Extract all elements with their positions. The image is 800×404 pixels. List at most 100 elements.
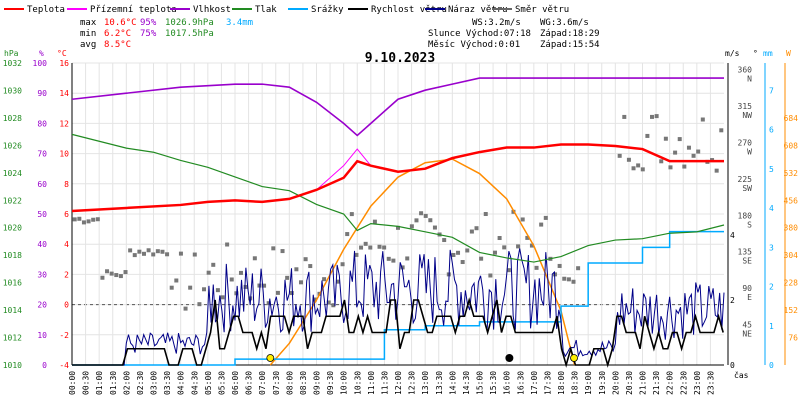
wind-direction-point <box>335 279 340 284</box>
c-tick-label: 2 <box>64 270 69 279</box>
dir-unit-label: ° <box>753 49 758 58</box>
wind-direction-point <box>331 303 336 308</box>
legend: Teplota Přízemní teplota Vlhkost Tlak Srážky… <box>4 5 569 15</box>
legend-label: Tlak <box>255 5 277 15</box>
dir-tick-compass: NW <box>742 111 752 120</box>
mm-tick-label: 2 <box>769 283 774 292</box>
ms-tick-label: 4 <box>730 231 735 240</box>
wind-direction-point <box>386 256 391 261</box>
pct-tick-label: 90 <box>37 89 47 98</box>
wind-direction-point <box>340 262 345 267</box>
c-tick-label: 0 <box>64 301 69 310</box>
c-tick-label: 6 <box>64 210 69 219</box>
hpa-tick-label: 1028 <box>3 114 22 123</box>
x-tick-label: 10:30 <box>353 371 362 395</box>
wind-direction-point <box>640 167 645 172</box>
wind-direction-point <box>636 163 641 168</box>
wind-direction-point <box>303 257 308 262</box>
dir-tick-compass: E <box>747 293 752 302</box>
legend-label: Náraz větru <box>448 5 508 15</box>
wind-direction-point <box>428 218 433 223</box>
w-tick-label: 152 <box>784 306 799 315</box>
wind-direction-point <box>539 222 544 227</box>
dir-tick-compass: N <box>747 75 752 84</box>
dir-tick-label: 135 <box>738 248 753 257</box>
wind-direction-point <box>419 211 424 216</box>
wind-direction-point <box>202 287 207 292</box>
wind-direction-point <box>677 137 682 142</box>
wind-direction-point <box>123 270 128 275</box>
c-tick-label: 4 <box>64 240 69 249</box>
pct-tick-label: 50 <box>37 210 47 219</box>
x-tick-label: 14:30 <box>462 371 471 395</box>
x-tick-label: 04:00 <box>177 371 186 395</box>
wind-direction-point <box>442 238 447 243</box>
wind-direction-point <box>91 217 96 222</box>
c-unit-label: °C <box>57 49 67 58</box>
x-tick-label: 05:00 <box>204 371 213 395</box>
x-tick-label: 13:30 <box>435 371 444 395</box>
chart-title: 9.10.2023 <box>365 51 435 66</box>
wind-direction-point <box>183 306 188 311</box>
wind-direction-point <box>262 283 267 288</box>
hpa-tick-label: 1012 <box>3 334 22 343</box>
wind-direction-point <box>354 252 359 257</box>
wind-direction-point <box>506 268 511 273</box>
dir-tick-compass: NE <box>742 330 752 339</box>
dir-tick-compass: W <box>747 147 752 156</box>
w-tick-label: 380 <box>784 224 799 233</box>
sunset-marker <box>570 354 578 362</box>
hpa-tick-label: 1032 <box>3 59 22 68</box>
wind-direction-point <box>197 302 202 307</box>
wind-direction-point <box>557 263 562 268</box>
x-tick-label: 21:30 <box>652 371 661 395</box>
wind-direction-point <box>432 225 437 230</box>
wind-direction-point <box>622 114 627 119</box>
dir-tick-compass: S <box>747 220 752 229</box>
x-tick-label: 18:00 <box>557 371 566 395</box>
ms-tick-label: 0 <box>730 361 735 370</box>
hpa-unit-label: hPa <box>4 49 19 58</box>
c-tick-label: 16 <box>59 59 69 68</box>
x-tick-label: 16:30 <box>516 371 525 395</box>
precip-total: 3.4mm <box>226 18 253 28</box>
wind-direction-point <box>100 275 105 280</box>
wind-direction-point <box>617 153 622 158</box>
min-press: 1017.5hPa <box>165 29 214 39</box>
wind-direction-point <box>520 217 525 222</box>
sunrise-marker <box>266 354 275 362</box>
x-tick-label: 02:30 <box>136 371 145 395</box>
hpa-tick-label: 1018 <box>3 251 22 260</box>
c-tick-label: 12 <box>59 119 69 128</box>
wind-direction-point <box>451 252 456 257</box>
x-tick-label: 10:00 <box>340 371 349 395</box>
x-axis-label: čas <box>734 370 749 380</box>
wind-direction-point <box>275 290 280 295</box>
wind-direction-point <box>700 117 705 122</box>
max-press: 1026.9hPa <box>165 18 214 28</box>
w-tick-label: 684 <box>784 114 799 123</box>
wind-direction-point <box>105 269 110 274</box>
wind-direction-point <box>659 159 664 164</box>
x-tick-label: 06:30 <box>245 371 254 395</box>
dir-tick-label: 315 <box>738 102 753 111</box>
wind-direction-point <box>562 276 567 281</box>
wind-direction-point <box>285 275 290 280</box>
x-tick-label: 08:00 <box>285 371 294 395</box>
x-tick-label: 23:30 <box>706 371 715 395</box>
wind-direction-point <box>299 280 304 285</box>
wind-direction-point <box>271 246 276 251</box>
pct-tick-label: 60 <box>37 180 47 189</box>
hpa-tick-label: 1010 <box>3 361 22 370</box>
w-tick-label: 304 <box>784 251 799 260</box>
dir-tick-compass: SW <box>742 184 752 193</box>
dir-tick-label: 90 <box>742 284 752 293</box>
pct-tick-label: 20 <box>37 301 47 310</box>
wind-direction-point <box>132 253 137 258</box>
wind-direction-point <box>529 243 534 248</box>
wind-direction-point <box>137 249 142 254</box>
dir-tick-label: 180 <box>738 211 753 220</box>
wind-direction-point <box>673 150 678 155</box>
